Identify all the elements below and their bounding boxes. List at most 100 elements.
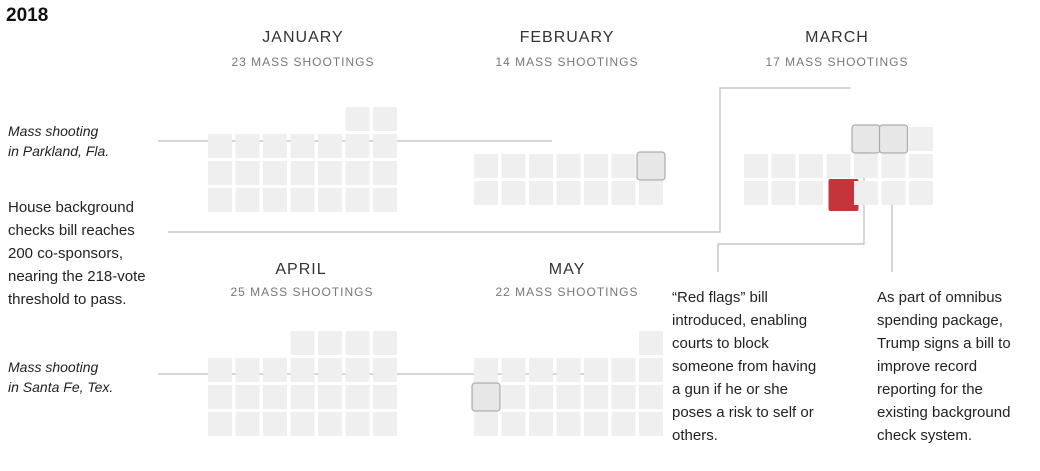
shooting-cell xyxy=(639,181,663,205)
shooting-cell xyxy=(771,181,796,205)
shooting-cell xyxy=(909,154,933,178)
shooting-cell xyxy=(235,134,260,158)
shooting-cell xyxy=(290,331,315,355)
shooting-cell xyxy=(373,412,397,436)
shooting-cell xyxy=(639,358,663,382)
shooting-cell xyxy=(345,412,370,436)
shooting-cell xyxy=(235,358,260,382)
shooting-cell xyxy=(290,358,315,382)
month-grid-january xyxy=(208,107,397,212)
shooting-cell xyxy=(744,154,768,178)
annotation-line: House background xyxy=(8,199,134,216)
shooting-cell xyxy=(639,331,663,355)
shooting-cell xyxy=(318,188,342,212)
annotation-line: check system. xyxy=(877,427,972,444)
shooting-cell xyxy=(771,154,796,178)
shooting-cell xyxy=(318,385,342,409)
shooting-cell xyxy=(639,412,663,436)
month-grid-march xyxy=(744,124,933,211)
annotation-line: existing background xyxy=(877,404,1010,421)
highlighted-cell xyxy=(471,382,501,412)
shooting-cell xyxy=(345,134,370,158)
shooting-cell xyxy=(611,181,636,205)
annotation-line: someone from having xyxy=(672,358,816,375)
shooting-cell xyxy=(474,358,498,382)
shooting-cell xyxy=(373,107,397,131)
shooting-cell xyxy=(208,412,232,436)
shooting-cell xyxy=(799,154,823,178)
shooting-cell xyxy=(235,385,260,409)
shooting-cell xyxy=(208,161,232,185)
shooting-cell xyxy=(345,358,370,382)
shooting-cell xyxy=(345,385,370,409)
shooting-cell xyxy=(290,385,315,409)
shooting-cell xyxy=(373,188,397,212)
shooting-cell xyxy=(474,181,498,205)
shooting-cell xyxy=(556,181,581,205)
highlighted-cell xyxy=(878,124,909,154)
shooting-cell xyxy=(263,161,287,185)
shooting-cell xyxy=(318,134,342,158)
shooting-cell xyxy=(318,331,342,355)
shooting-cell xyxy=(501,412,526,436)
annotation-line: 200 co-sponsors, xyxy=(8,245,123,262)
shooting-cell xyxy=(881,181,906,205)
shooting-cell xyxy=(501,181,526,205)
month-count: 14 MASS SHOOTINGS xyxy=(495,55,638,69)
shooting-cell xyxy=(556,385,581,409)
shooting-cell xyxy=(263,188,287,212)
month-count: 25 MASS SHOOTINGS xyxy=(230,285,373,299)
annotation-omnibus: As part of omnibus spending package, Trump… xyxy=(877,289,1011,444)
shooting-cell xyxy=(263,412,287,436)
shooting-cell xyxy=(373,331,397,355)
month-headers: JANUARY 23 MASS SHOOTINGS FEBRUARY 14 MASS … xyxy=(230,29,907,299)
shooting-cell xyxy=(235,188,260,212)
shooting-cell xyxy=(345,331,370,355)
month-name: MARCH xyxy=(805,29,869,46)
month-grid-february xyxy=(474,151,666,205)
annotation-background-bill: House background checks bill reaches 200 c… xyxy=(8,199,146,308)
shooting-cell xyxy=(235,412,260,436)
annotation-line: “Red flags” bill xyxy=(672,289,768,306)
highlighted-cell xyxy=(851,124,881,154)
shooting-cell xyxy=(318,161,342,185)
leader-lines xyxy=(158,87,893,375)
shooting-cell xyxy=(909,181,933,205)
shooting-cell xyxy=(744,181,768,205)
shooting-cell xyxy=(881,154,906,178)
shooting-cell xyxy=(584,412,608,436)
shooting-cell xyxy=(799,181,823,205)
shooting-cell xyxy=(263,385,287,409)
shooting-cell xyxy=(584,154,608,178)
shooting-cell xyxy=(208,358,232,382)
shooting-cell xyxy=(529,181,553,205)
month-name: FEBRUARY xyxy=(520,29,615,46)
month-count: 23 MASS SHOOTINGS xyxy=(231,55,374,69)
shooting-cell xyxy=(345,161,370,185)
shooting-cell xyxy=(584,358,608,382)
annotation-red-flags: “Red flags” bill introduced, enabling cour… xyxy=(672,289,816,444)
shooting-cell xyxy=(611,412,636,436)
annotation-line: nearing the 218-vote xyxy=(8,268,146,285)
annotation-line: threshold to pass. xyxy=(8,291,126,308)
shooting-cell xyxy=(474,412,498,436)
annotation-line: in Santa Fe, Tex. xyxy=(8,379,113,395)
shooting-cell xyxy=(235,161,260,185)
shooting-cell xyxy=(501,154,526,178)
annotations: Mass shooting in Parkland, Fla. House back… xyxy=(8,123,1011,444)
shooting-cell xyxy=(208,385,232,409)
shooting-cell xyxy=(529,385,553,409)
shooting-cell xyxy=(611,385,636,409)
shooting-cell xyxy=(556,358,581,382)
annotation-line: introduced, enabling xyxy=(672,312,807,329)
shooting-cell xyxy=(373,161,397,185)
shooting-cell xyxy=(373,134,397,158)
shooting-cell xyxy=(611,358,636,382)
shooting-cell xyxy=(529,412,553,436)
shooting-cell xyxy=(318,412,342,436)
month-name: APRIL xyxy=(275,261,326,278)
shooting-cell xyxy=(854,181,878,205)
annotation-line: checks bill reaches xyxy=(8,222,135,239)
annotation-line: Mass shooting xyxy=(8,359,98,375)
shooting-cell xyxy=(290,188,315,212)
